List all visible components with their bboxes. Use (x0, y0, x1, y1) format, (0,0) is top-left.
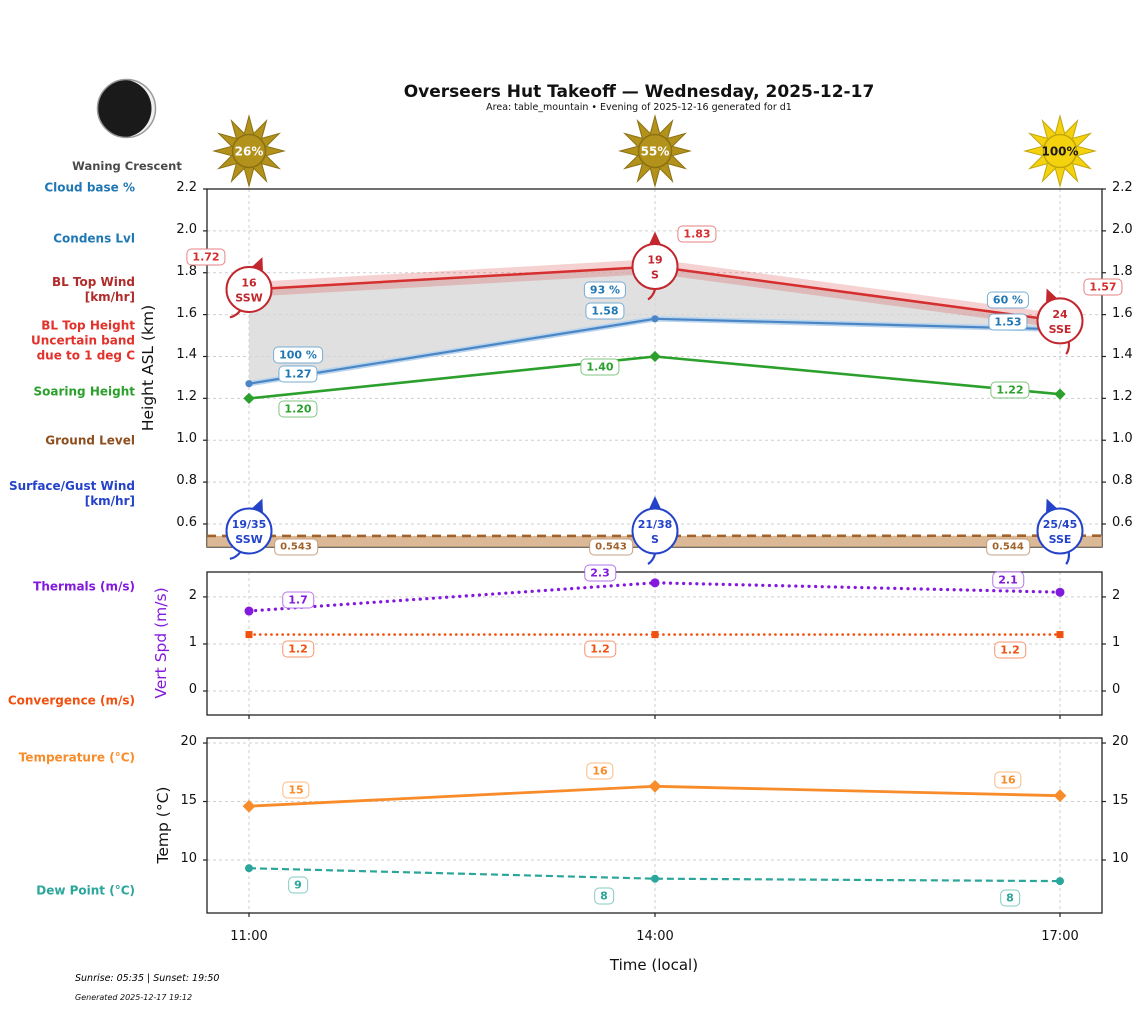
wind-arrow (647, 496, 661, 565)
wind-arrow-tail (1065, 342, 1071, 355)
wind-arrow (647, 231, 661, 301)
wind-speed-text: 19/35 (232, 518, 267, 531)
sun-icon-55%: 55% (618, 114, 692, 188)
bl_top_wind-badge: 19 S (631, 231, 679, 301)
sun-percent-text: 26% (235, 145, 264, 159)
height-axis-title: Height ASL (km) (139, 304, 157, 432)
wind-speed-text: 16 (241, 276, 257, 289)
wind-arrow-tail (1065, 552, 1071, 565)
dew-point-marker (245, 864, 253, 873)
wind-arrow-tail (229, 310, 242, 319)
vert_spd-plot-border (206, 571, 1103, 716)
wind-arrow-tail (647, 553, 657, 565)
wind-arrow-head (649, 496, 661, 509)
surface_wind-badge: 19/35 SSW (225, 498, 273, 560)
soaring-marker (243, 392, 255, 405)
sun-percent-text: 55% (641, 145, 670, 159)
wind-speed-text: 19 (647, 253, 662, 266)
sun-percent-text: 100% (1041, 145, 1078, 159)
temperature-marker (1053, 789, 1067, 803)
wind-dir-text: S (651, 533, 659, 546)
convergence-marker (245, 631, 253, 639)
vertspd-axis-title: Vert Spd (m/s) (152, 587, 170, 699)
dew-point-marker (1056, 877, 1064, 886)
time-axis-title: Time (local) (609, 956, 699, 974)
wind-badge-circle (225, 507, 273, 555)
sun-icon-100%: 100% (1023, 114, 1097, 188)
sun-disc (231, 133, 267, 169)
sun-disc (637, 133, 673, 169)
moon-shadow-disc (97, 79, 152, 138)
thermals-marker (650, 578, 660, 588)
wind-dir-text: S (651, 268, 659, 281)
page-subtitle: Area: table_mountain • Evening of 2025-1… (486, 102, 792, 113)
vert_spd-plot-frame (203, 571, 1106, 719)
sunrise-sunset-note: Sunrise: 05:35 | Sunset: 19:50 (75, 973, 220, 984)
temp-chart (242, 779, 1067, 886)
wind-speed-text: 24 (1052, 308, 1068, 321)
temp-plot-border (206, 737, 1103, 914)
dew-point-marker (651, 874, 659, 883)
wind-badge-circle (1036, 297, 1084, 345)
wind-arrow-tail (229, 551, 242, 560)
wind-badge-circle (631, 507, 679, 555)
convergence-marker (651, 631, 659, 639)
vertspd-chart (244, 578, 1065, 639)
surface_wind-badge: 21/38 S (631, 496, 679, 565)
wind-dir-text: SSE (1049, 533, 1072, 546)
bl_top_wind-badge: 24 SSE (1036, 288, 1084, 355)
convergence-marker (1056, 631, 1064, 639)
temperature-marker (648, 779, 662, 793)
soaring-marker (649, 350, 661, 363)
sun-icon-26%: 26% (212, 114, 286, 188)
wind-speed-text: 21/38 (638, 518, 673, 531)
wind-arrow-tail (647, 289, 657, 301)
wind-dir-text: SSW (235, 533, 262, 546)
soaring-marker (1054, 388, 1066, 400)
thermals-marker (1055, 587, 1065, 597)
dew-point-line (248, 867, 1061, 883)
wind-dir-text: SSW (235, 291, 262, 304)
thermals-marker (244, 606, 254, 616)
wind-speed-text: 25/45 (1043, 518, 1078, 531)
wind-badge-circle (225, 265, 273, 313)
temp-plot-frame (203, 737, 1106, 917)
sun-disc (1042, 133, 1078, 169)
cloud-layer-fill (249, 266, 1060, 384)
wind-badge-circle (1036, 507, 1084, 555)
bl_top_wind-badge: 16 SSW (225, 257, 273, 319)
generated-note: Generated 2025-12-17 19:12 (75, 993, 193, 1002)
surface_wind-badge: 25/45 SSE (1036, 498, 1084, 565)
wind-dir-text: SSE (1049, 323, 1072, 336)
moon-icon (96, 78, 157, 139)
page-title: Overseers Hut Takeoff — Wednesday, 2025-… (403, 82, 875, 102)
bl-top-uncertainty-band (249, 259, 1060, 329)
wind-arrow-head (649, 231, 661, 245)
temp-axis-title: Temp (°C) (154, 786, 172, 864)
condens-marker (651, 315, 659, 323)
moon-phase-label: Waning Crescent (72, 159, 182, 173)
condens-marker (245, 380, 253, 388)
wind-badge-circle (631, 242, 679, 290)
moon-ring (96, 78, 157, 139)
